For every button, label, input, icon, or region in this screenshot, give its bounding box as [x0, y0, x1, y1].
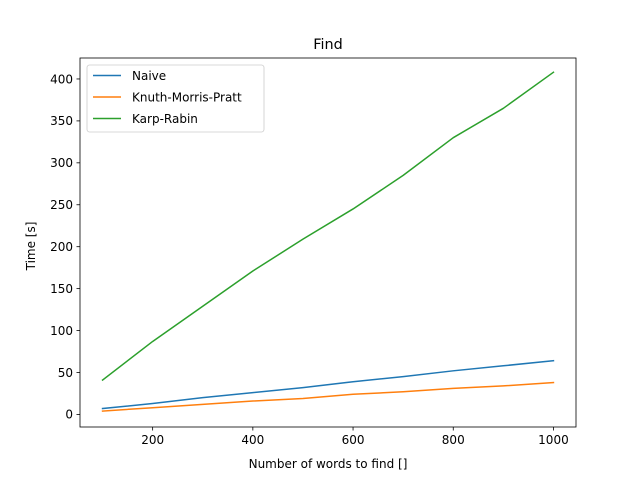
x-tick-label: 400 — [241, 433, 264, 447]
y-tick-label: 100 — [50, 324, 73, 338]
legend-entry: Karp-Rabin — [132, 112, 198, 126]
plot-lines — [101, 71, 555, 412]
x-tick-label: 200 — [141, 433, 164, 447]
y-axis: 0 50 100 150 200 250 300 350 400 — [50, 72, 80, 422]
y-tick-label: 50 — [58, 366, 73, 380]
x-tick-label: 600 — [342, 433, 365, 447]
legend: Naive Knuth-Morris-Pratt Karp-Rabin — [86, 64, 265, 133]
y-tick-label: 250 — [50, 198, 73, 212]
y-tick-label: 0 — [65, 408, 73, 422]
y-tick-label: 150 — [50, 282, 73, 296]
y-tick-label: 400 — [50, 72, 73, 86]
series-line-2 — [101, 71, 555, 382]
legend-box — [86, 64, 265, 133]
x-axis: 200 400 600 800 1000 — [141, 427, 569, 447]
series-line-1 — [101, 381, 555, 412]
legend-entry: Naive — [132, 69, 166, 83]
x-tick-label: 800 — [442, 433, 465, 447]
x-tick-label: 1000 — [538, 433, 569, 447]
y-tick-label: 350 — [50, 114, 73, 128]
y-axis-label: Time [s] — [24, 222, 38, 272]
legend-entry: Knuth-Morris-Pratt — [132, 90, 242, 104]
chart-title: Find — [313, 37, 342, 53]
series-line-0 — [101, 359, 555, 410]
y-tick-label: 300 — [50, 156, 73, 170]
x-axis-label: Number of words to find [] — [249, 457, 408, 471]
plot-frame — [79, 57, 577, 428]
y-tick-label: 200 — [50, 240, 73, 254]
